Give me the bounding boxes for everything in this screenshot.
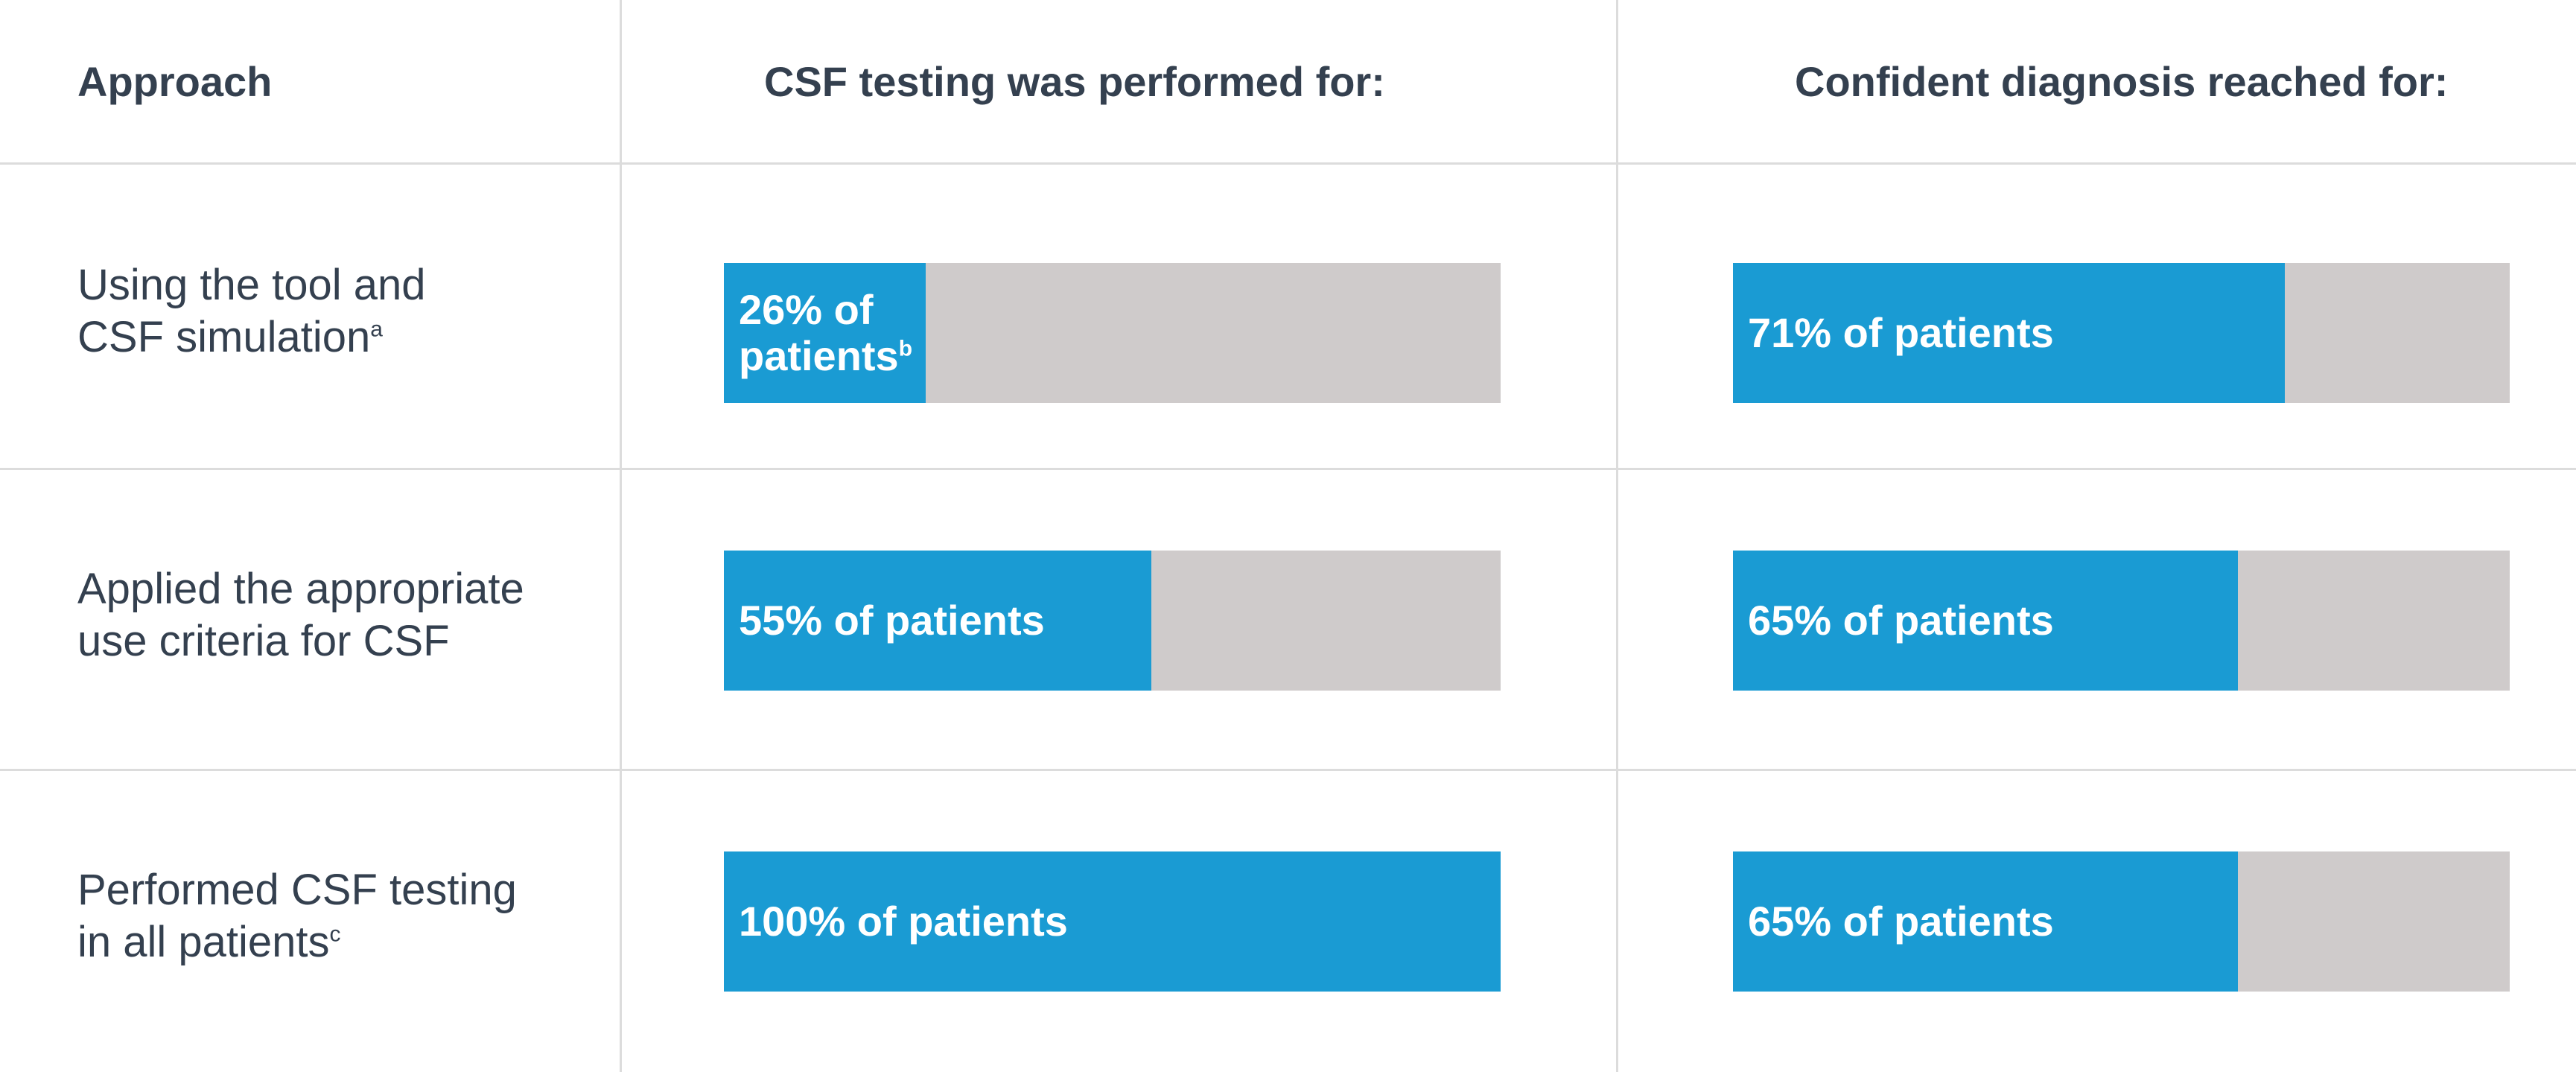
bar-label-diag-all: 65% of patients [1748,898,2054,945]
bar-track-csf-all: 100% of patients [724,851,1501,992]
row-label-criteria-line1: Applied the appropriate [77,565,524,613]
row-label-tool: Using the tool and CSF simulationa [77,259,426,364]
bar-diag-all [1733,851,2238,992]
row-divider-1 [0,468,2576,470]
bar-label-csf-criteria: 55% of patients [739,597,1045,644]
row-label-all-line2: in all patients [77,918,330,966]
bar-label-diag-criteria: 65% of patients [1748,597,2054,644]
column-divider-1 [620,0,622,1072]
row-label-tool-line2: CSF simulation [77,313,371,361]
column-divider-2 [1616,0,1618,1072]
bar-track-diag-tool: 71% of patients [1733,263,2510,403]
bar-csf-tool [724,263,926,403]
bar-label-csf-tool-text: 26% of patients [739,286,899,379]
row-label-criteria: Applied the appropriate use criteria for… [77,563,524,667]
bar-track-diag-all: 65% of patients [1733,851,2510,992]
header-diagnosis: Confident diagnosis reached for: [1795,58,2449,105]
row-divider-2 [0,769,2576,771]
bar-label-csf-tool-footnote: b [898,336,913,361]
header-csf-testing: CSF testing was performed for: [764,58,1385,105]
bar-csf-all [724,851,1501,992]
bar-diag-tool [1733,263,2285,403]
row-label-tool-footnote: a [370,317,383,342]
bar-track-csf-tool: 26% of patientsb [724,263,1501,403]
bar-track-diag-criteria: 65% of patients [1733,551,2510,691]
row-label-all-footnote: c [329,922,341,947]
bar-csf-criteria [724,551,1151,691]
bar-label-csf-tool: 26% of patientsb [739,263,917,403]
header-approach: Approach [77,58,273,105]
row-label-tool-line1: Using the tool and [77,261,426,309]
bar-label-diag-tool: 71% of patients [1748,309,2054,356]
bar-label-csf-all: 100% of patients [739,898,1068,945]
row-label-criteria-line2: use criteria for CSF [77,617,450,665]
row-label-all-patients: Performed CSF testing in all patientsc [77,864,517,968]
bar-track-csf-criteria: 55% of patients [724,551,1501,691]
bar-diag-criteria [1733,551,2238,691]
row-divider-header [0,162,2576,165]
row-label-all-line1: Performed CSF testing [77,866,517,914]
